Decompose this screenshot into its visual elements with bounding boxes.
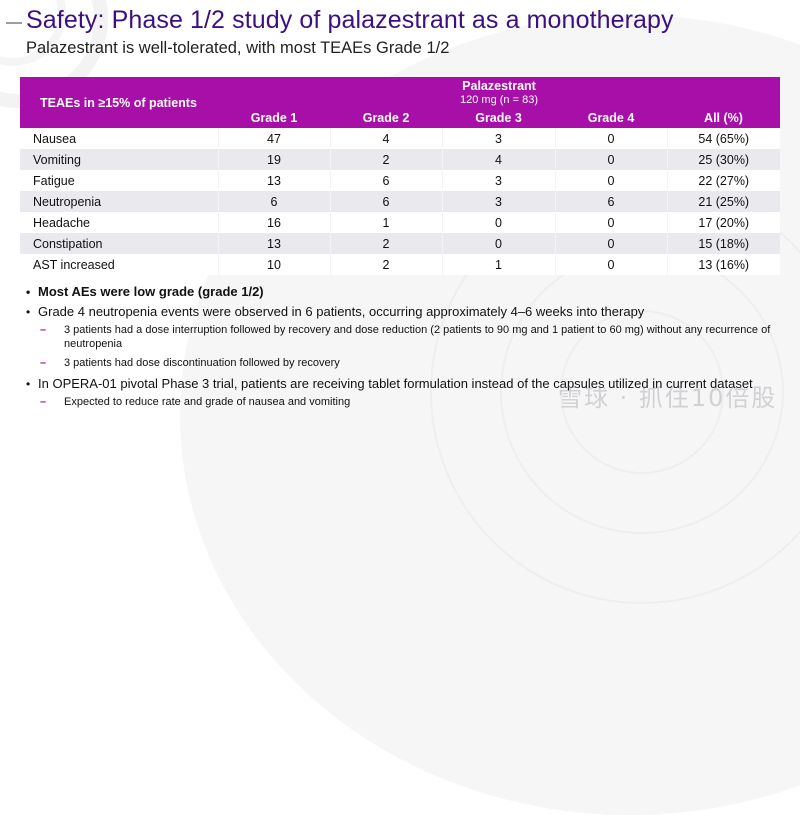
column-header-all: All (%) [704,110,743,125]
value-cell: 10 [217,254,330,275]
column-header-grade-3: Grade 3 [475,110,522,125]
sub-bullet-item: – 3 patients had a dose interruption foll… [26,323,796,351]
sub-bullet-item: – 3 patients had dose discontinuation fol… [26,356,796,370]
value-cell: 4 [441,149,555,170]
value-cell: 19 [217,149,330,170]
column-header-grade-4: Grade 4 [587,110,635,125]
ae-name-cell: Fatigue [33,173,75,188]
value-cell: 1 [329,212,442,233]
column-header-grade-1: Grade 1 [250,110,298,125]
value-cell: 15 (18%) [666,233,780,254]
value-cell: 13 [217,170,330,191]
teae-table: TEAEs in ≥15% of patients Palazestrant 1… [20,77,780,275]
value-cell: 17 (20%) [666,212,780,233]
table-row: Neutropenia 6 6 3 6 21 (25%) [20,191,780,212]
value-cell: 21 (25%) [666,191,780,212]
value-cell: 0 [554,149,667,170]
value-cell: 3 [441,170,555,191]
sub-bullet-item: – Expected to reduce rate and grade of na… [26,395,796,409]
bullet-item: Most AEs were low grade (grade 1/2) [26,283,796,301]
column-header-ae: TEAEs in ≥15% of patients [40,95,197,110]
value-cell: 2 [329,149,442,170]
table-header-row-group: TEAEs in ≥15% of patients Palazestrant 1… [20,77,780,110]
ae-name-cell: Vomiting [33,152,81,167]
table-row: Fatigue 13 6 3 0 22 (27%) [20,170,780,191]
value-cell: 54 (65%) [666,128,780,149]
notes-list: Most AEs were low grade (grade 1/2) Grad… [26,283,796,414]
value-cell: 13 (16%) [666,254,780,275]
table-row: Nausea 47 4 3 0 54 (65%) [20,128,780,149]
column-group-header: Palazestrant 120 mg (n = 83) [218,77,780,107]
value-cell: 25 (30%) [666,149,780,170]
value-cell: 0 [554,170,667,191]
watermark: 雪球 · 抓住10倍股 [558,384,778,412]
value-cell: 1 [441,254,555,275]
value-cell: 6 [329,191,442,212]
value-cell: 0 [441,212,555,233]
value-cell: 6 [554,191,667,212]
bullet-item: In OPERA-01 pivotal Phase 3 trial, patie… [26,375,796,393]
table-row: AST increased 10 2 1 0 13 (16%) [20,254,780,275]
page-title: Safety: Phase 1/2 study of palazestrant … [26,6,674,34]
dash-marker: – [40,357,47,369]
table-row: Constipation 13 2 0 0 15 (18%) [20,233,780,254]
title-dash-decoration [6,22,22,24]
value-cell: 3 [441,191,555,212]
page-subtitle: Palazestrant is well-tolerated, with mos… [26,39,450,57]
sub-bullet-text: 3 patients had a dose interruption follo… [64,324,771,350]
value-cell: 0 [554,254,667,275]
table-row: Vomiting 19 2 4 0 25 (30%) [20,149,780,170]
ae-name-cell: Neutropenia [33,194,102,209]
sub-bullet-text: Expected to reduce rate and grade of nau… [64,396,351,408]
value-cell: 4 [329,128,442,149]
value-cell: 6 [329,170,442,191]
dash-marker: – [40,396,47,408]
value-cell: 0 [554,128,667,149]
ae-name-cell: Constipation [33,236,103,251]
value-cell: 0 [441,233,555,254]
value-cell: 13 [217,233,330,254]
bullet-item: Grade 4 neutropenia events were observed… [26,303,796,321]
value-cell: 0 [554,212,667,233]
value-cell: 3 [441,128,555,149]
value-cell: 2 [329,233,442,254]
column-header-grade-2: Grade 2 [362,110,410,125]
sub-bullet-text: 3 patients had dose discontinuation foll… [64,357,340,369]
ae-name-cell: Headache [33,215,90,230]
value-cell: 47 [217,128,330,149]
value-cell: 16 [217,212,330,233]
dash-marker: – [40,324,47,336]
value-cell: 22 (27%) [666,170,780,191]
value-cell: 6 [217,191,330,212]
value-cell: 2 [329,254,442,275]
ae-name-cell: AST increased [33,257,115,272]
drug-name: Palazestrant [462,78,536,93]
drug-dose: 120 mg (n = 83) [460,93,538,106]
table-row: Headache 16 1 0 0 17 (20%) [20,212,780,233]
ae-name-cell: Nausea [33,131,77,146]
value-cell: 0 [554,233,667,254]
